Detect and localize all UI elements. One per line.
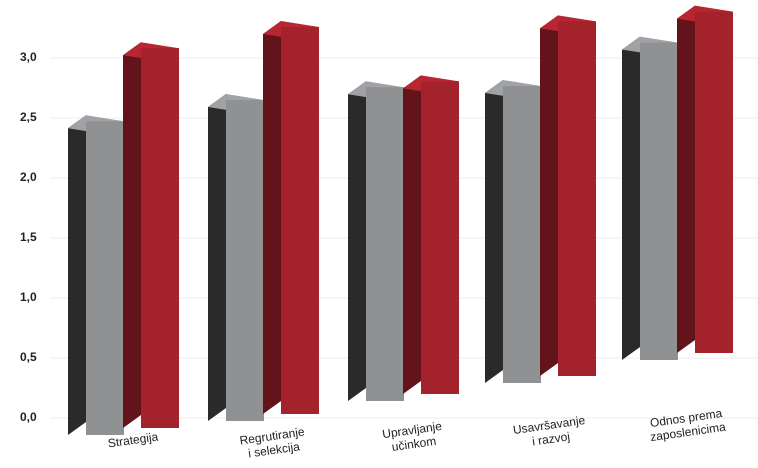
bar (366, 87, 404, 401)
bar-side (208, 94, 226, 421)
bar (695, 11, 733, 353)
y-tick-label: 3,0 (20, 50, 37, 64)
y-tick-label: 1,5 (20, 230, 37, 244)
bar-side (348, 81, 366, 401)
bar-side (540, 15, 558, 377)
y-tick-label: 1,0 (20, 290, 37, 304)
bar-side (622, 36, 640, 360)
bar (558, 21, 596, 377)
y-tick-label: 2,5 (20, 110, 37, 124)
y-tick-label: 0,0 (20, 410, 37, 424)
y-tick-label: 2,0 (20, 170, 37, 184)
bar (421, 81, 459, 395)
bar-side (485, 80, 503, 383)
bar-side (263, 21, 281, 414)
bar (226, 100, 264, 421)
bar (281, 27, 319, 414)
bar-side (123, 42, 141, 428)
bar (86, 121, 124, 435)
bar (640, 42, 678, 360)
bar-side (68, 115, 86, 435)
bar-side (403, 75, 421, 395)
bar (503, 86, 541, 383)
bar-side (677, 5, 695, 353)
y-tick-label: 0,5 (20, 350, 37, 364)
bar (141, 48, 179, 428)
